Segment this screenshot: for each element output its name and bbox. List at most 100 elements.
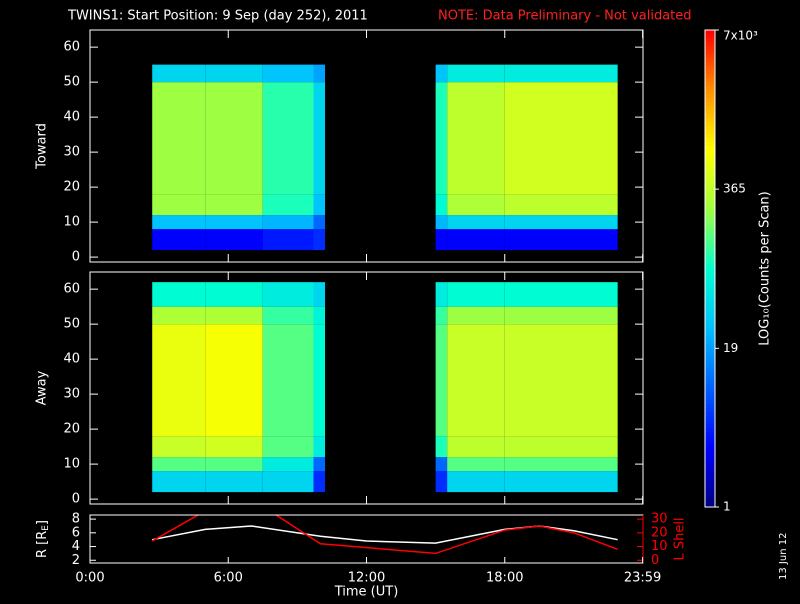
colorbar-step [705,264,715,269]
colorbar-step [705,375,715,381]
colorbar-step [705,483,715,488]
x-tick-label: 18:00 [486,571,523,586]
heatmap-cell [205,82,263,195]
heatmap-cell [205,436,263,458]
colorbar-step [705,340,715,345]
colorbar-step [705,344,715,349]
heatmap-cell [313,324,326,437]
colorbar-tick-label: 365 [723,182,746,196]
colorbar-step [705,81,715,87]
heatmap-cell [313,215,326,230]
heatmap-cell [435,82,448,195]
heatmap-cell [313,82,326,195]
colorbar-step [705,415,715,421]
colorbar-step [705,196,715,202]
colorbar-step [705,53,715,59]
heatmap-cell [447,306,505,325]
colorbar-step [705,89,715,95]
y-axis-label-part: R [R [35,531,50,558]
colorbar-step [705,165,715,170]
colorbar-step [705,153,715,158]
y2-tick-label: 10 [651,539,668,554]
colorbar-step [705,204,715,210]
heatmap-cell [152,194,206,216]
heatmap-cell [447,194,505,216]
heatmap-cell [152,324,206,437]
colorbar-step [705,459,715,464]
colorbar-step [705,427,715,432]
heatmap-cell [447,82,505,195]
colorbar-step [705,487,715,492]
heatmap-cell [205,471,263,493]
colorbar-step [705,423,715,428]
colorbar-step [705,41,715,47]
y2-tick-label: 30 [651,512,668,527]
heatmap-cell [262,306,314,325]
heatmap-cell [504,194,618,216]
heatmap-cell [435,229,448,251]
title: TWINS1: Start Position: 9 Sep (day 252),… [67,9,368,24]
colorbar-step [705,447,715,452]
colorbar-step [705,363,715,369]
colorbar-step [705,320,715,325]
colorbar-step [705,49,715,55]
colorbar-step [705,256,715,262]
colorbar-step [705,216,715,222]
y-tick-label: 30 [63,145,80,160]
heatmap-cell [447,457,505,472]
colorbar-step [705,387,715,393]
colorbar-step [705,260,715,266]
colorbar-step [705,125,715,130]
y-tick-label: 4 [72,539,80,554]
colorbar-step [705,224,715,230]
colorbar-step [705,399,715,405]
y-tick-label: 50 [63,75,80,90]
colorbar-step [705,244,715,250]
colorbar-step [705,93,715,99]
heatmap-cell [152,64,206,83]
x-axis-label: Time (UT) [334,585,399,600]
colorbar-tick-label: 1 [723,500,731,514]
colorbar-step [705,407,715,413]
plot-frame [89,514,644,564]
colorbar-step [705,328,715,333]
heatmap-cell [504,471,618,493]
colorbar-step [705,65,715,71]
y-tick-label: 10 [63,215,80,230]
colorbar-step [705,272,715,277]
colorbar-step [705,439,715,444]
note: NOTE: Data Preliminary - Not validated [438,9,692,24]
heatmap-cell [205,215,263,230]
heatmap-cell [504,229,618,251]
y-tick-label: 20 [63,180,80,195]
colorbar-step [705,220,715,226]
heatmap-cell [262,457,314,472]
y-tick-label: 60 [63,282,80,297]
heatmap-cell [152,229,206,251]
heatmap-cell [435,64,448,83]
colorbar-frame [704,29,716,508]
colorbar-label: LOG₁₀(Counts per Scan) [758,191,773,346]
heatmap-cell [205,64,263,83]
colorbar-step [705,312,715,317]
heatmap-cell [313,436,326,458]
colorbar-step [705,169,715,174]
heatmap-cell [205,194,263,216]
colorbar-step [705,228,715,234]
y-tick-label: 8 [72,512,80,527]
heatmap-cell [152,282,206,307]
heatmap-cell [504,64,618,83]
colorbar-step [705,268,715,273]
x-tick-label: 0:00 [75,571,104,586]
y-tick-label: 0 [72,250,80,265]
colorbar-step [705,308,715,313]
colorbar-step [705,252,715,258]
colorbar-step [705,419,715,425]
heatmap-cell [504,436,618,458]
colorbar-step [705,288,715,293]
heatmap-cell [152,215,206,230]
colorbar-step [705,77,715,83]
heatmap-cell [205,282,263,307]
y-axis-label: Toward [35,123,50,170]
